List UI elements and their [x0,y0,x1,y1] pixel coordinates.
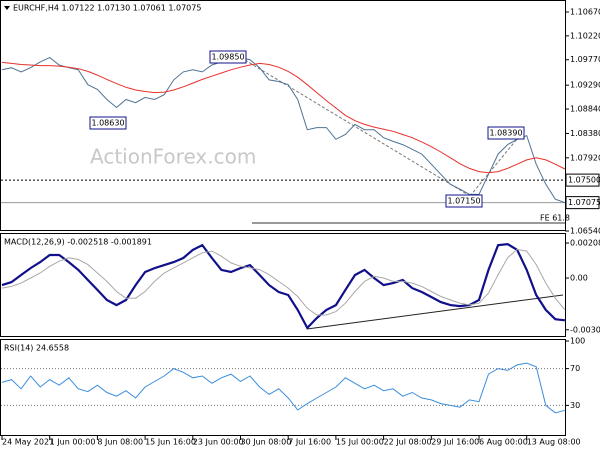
level-label: 1.07500 [568,176,600,185]
watermark: ActionForex.com [90,145,256,169]
y-tick-label: 0.00 [570,274,588,283]
trend-line [469,132,523,197]
y-tick-label: 1.08380 [570,129,600,138]
trend-line [244,59,471,197]
x-tick-label: 23 Jun 00:00 [193,438,244,447]
x-tick-label: 1 Jun 00:00 [50,438,96,447]
macd-panel [0,233,566,337]
y-tick-label: 100 [570,337,585,346]
x-tick-label: 22 Jul 08:00 [384,438,432,447]
annotation-box [209,50,247,64]
y-tick-label: 1.07920 [570,153,600,162]
x-tick-label: 15 Jun 16:00 [145,438,196,447]
x-tick-label: 6 Aug 00:00 [479,438,528,447]
x-tick-label: 7 Jul 16:00 [288,438,331,447]
annotation: 1.08390 [489,129,522,138]
panel-title: RSI(14) 24.6558 [4,344,69,353]
annotation: 1.07150 [447,197,480,206]
series-line [1,362,566,414]
macd-trend-line [306,294,564,330]
y-tick-label: 1.10670 [570,8,600,17]
x-tick-label: 15 Jul 00:00 [336,438,384,447]
annotation-box [89,116,127,130]
series-line [1,61,566,174]
level-label-box [565,173,600,187]
x-tick-label: 29 Jul 16:00 [431,438,479,447]
y-tick-label: 1.08840 [570,105,600,114]
series-line [1,248,566,316]
panel-title: EURCHF,H4 1.07122 1.07130 1.07061 1.0707… [13,4,201,13]
annotation-box [445,194,483,208]
series-line [1,57,566,204]
y-tick-label: 70 [570,364,580,373]
menu-icon [4,6,10,10]
x-tick-label: 30 Jun 08:00 [241,438,292,447]
rsi-panel [0,339,566,436]
x-tick-label: 8 Jun 08:00 [97,438,143,447]
y-tick-label: 1.06540 [570,227,600,236]
y-tick-label: 1.09770 [570,55,600,64]
level-label-box [565,196,600,210]
y-tick-label: 1.10220 [570,31,600,40]
price-panel [0,0,566,231]
annotation: 1.08630 [91,119,124,128]
x-tick-label: 24 May 2021 [2,438,54,447]
annotation-box [487,126,525,140]
x-tick-label: 13 Aug 08:00 [527,438,581,447]
series-line [1,242,566,330]
y-tick-label: 0.002081 [570,239,600,248]
panel-title: MACD(12,26,9) -0.002518 -0.001891 [4,238,152,247]
y-tick-label: 30 [570,401,580,410]
y-tick-label: -0.003079 [570,325,600,334]
y-tick-label: 1.09290 [570,81,600,90]
annotation: 1.09850 [211,53,244,62]
level-label: 1.07075 [568,198,600,207]
fe-label: FE 61.8 [540,214,570,223]
